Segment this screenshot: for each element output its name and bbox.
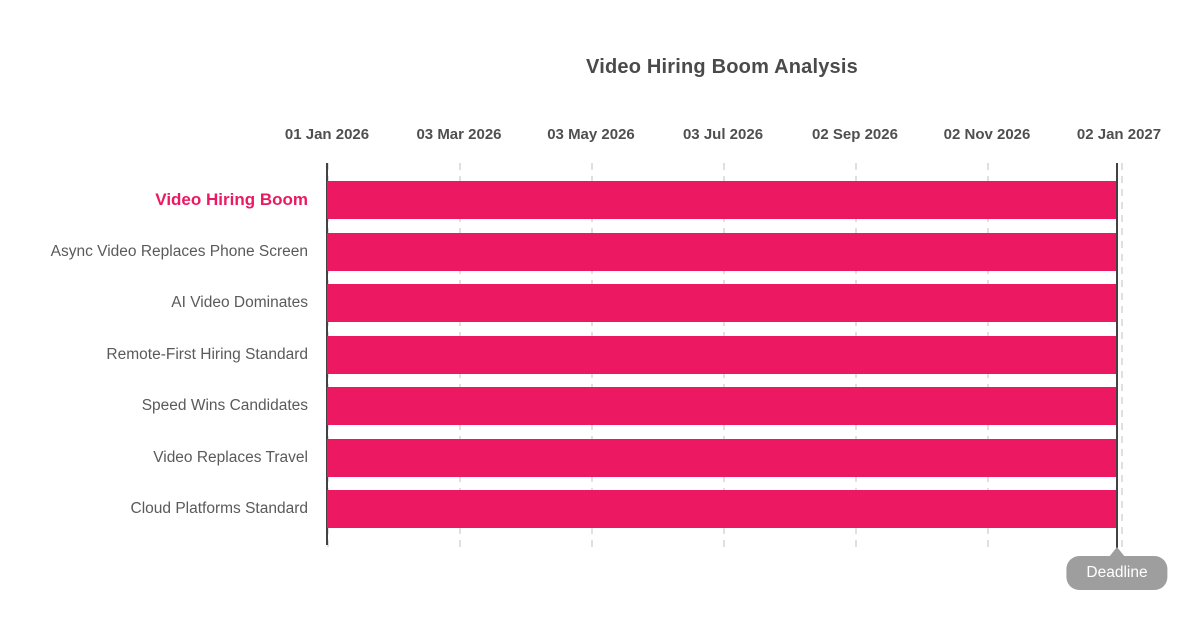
deadline-line xyxy=(1116,163,1118,553)
row-label: Remote-First Hiring Standard xyxy=(106,346,308,363)
row-label: Async Video Replaces Phone Screen xyxy=(50,243,308,260)
gantt-bar[interactable] xyxy=(327,284,1116,322)
row-label: Speed Wins Candidates xyxy=(141,397,308,414)
gantt-bar[interactable] xyxy=(327,387,1116,425)
gantt-bar[interactable] xyxy=(327,490,1116,528)
gantt-bar[interactable] xyxy=(327,439,1116,477)
x-tick-label: 03 Mar 2026 xyxy=(416,126,502,143)
gridline xyxy=(1121,163,1123,547)
x-tick-label: 01 Jan 2026 xyxy=(284,126,370,143)
row-label: Video Hiring Boom xyxy=(155,190,308,209)
x-tick-label: 02 Jan 2027 xyxy=(1076,126,1162,143)
x-tick-label: 03 May 2026 xyxy=(547,126,635,143)
row-label: Video Replaces Travel xyxy=(153,449,308,466)
row-label: Cloud Platforms Standard xyxy=(130,500,308,517)
chart-title: Video Hiring Boom Analysis xyxy=(586,56,858,78)
x-tick-label: 03 Jul 2026 xyxy=(682,126,764,143)
tooltip-pointer xyxy=(1109,547,1125,557)
row-label: AI Video Dominates xyxy=(171,294,308,311)
gantt-bar[interactable] xyxy=(327,233,1116,271)
x-tick-label: 02 Nov 2026 xyxy=(943,126,1031,143)
deadline-tooltip: Deadline xyxy=(1066,556,1168,590)
gantt-bar[interactable] xyxy=(327,181,1116,219)
x-tick-label: 02 Sep 2026 xyxy=(812,126,898,143)
gantt-bar[interactable] xyxy=(327,336,1116,374)
